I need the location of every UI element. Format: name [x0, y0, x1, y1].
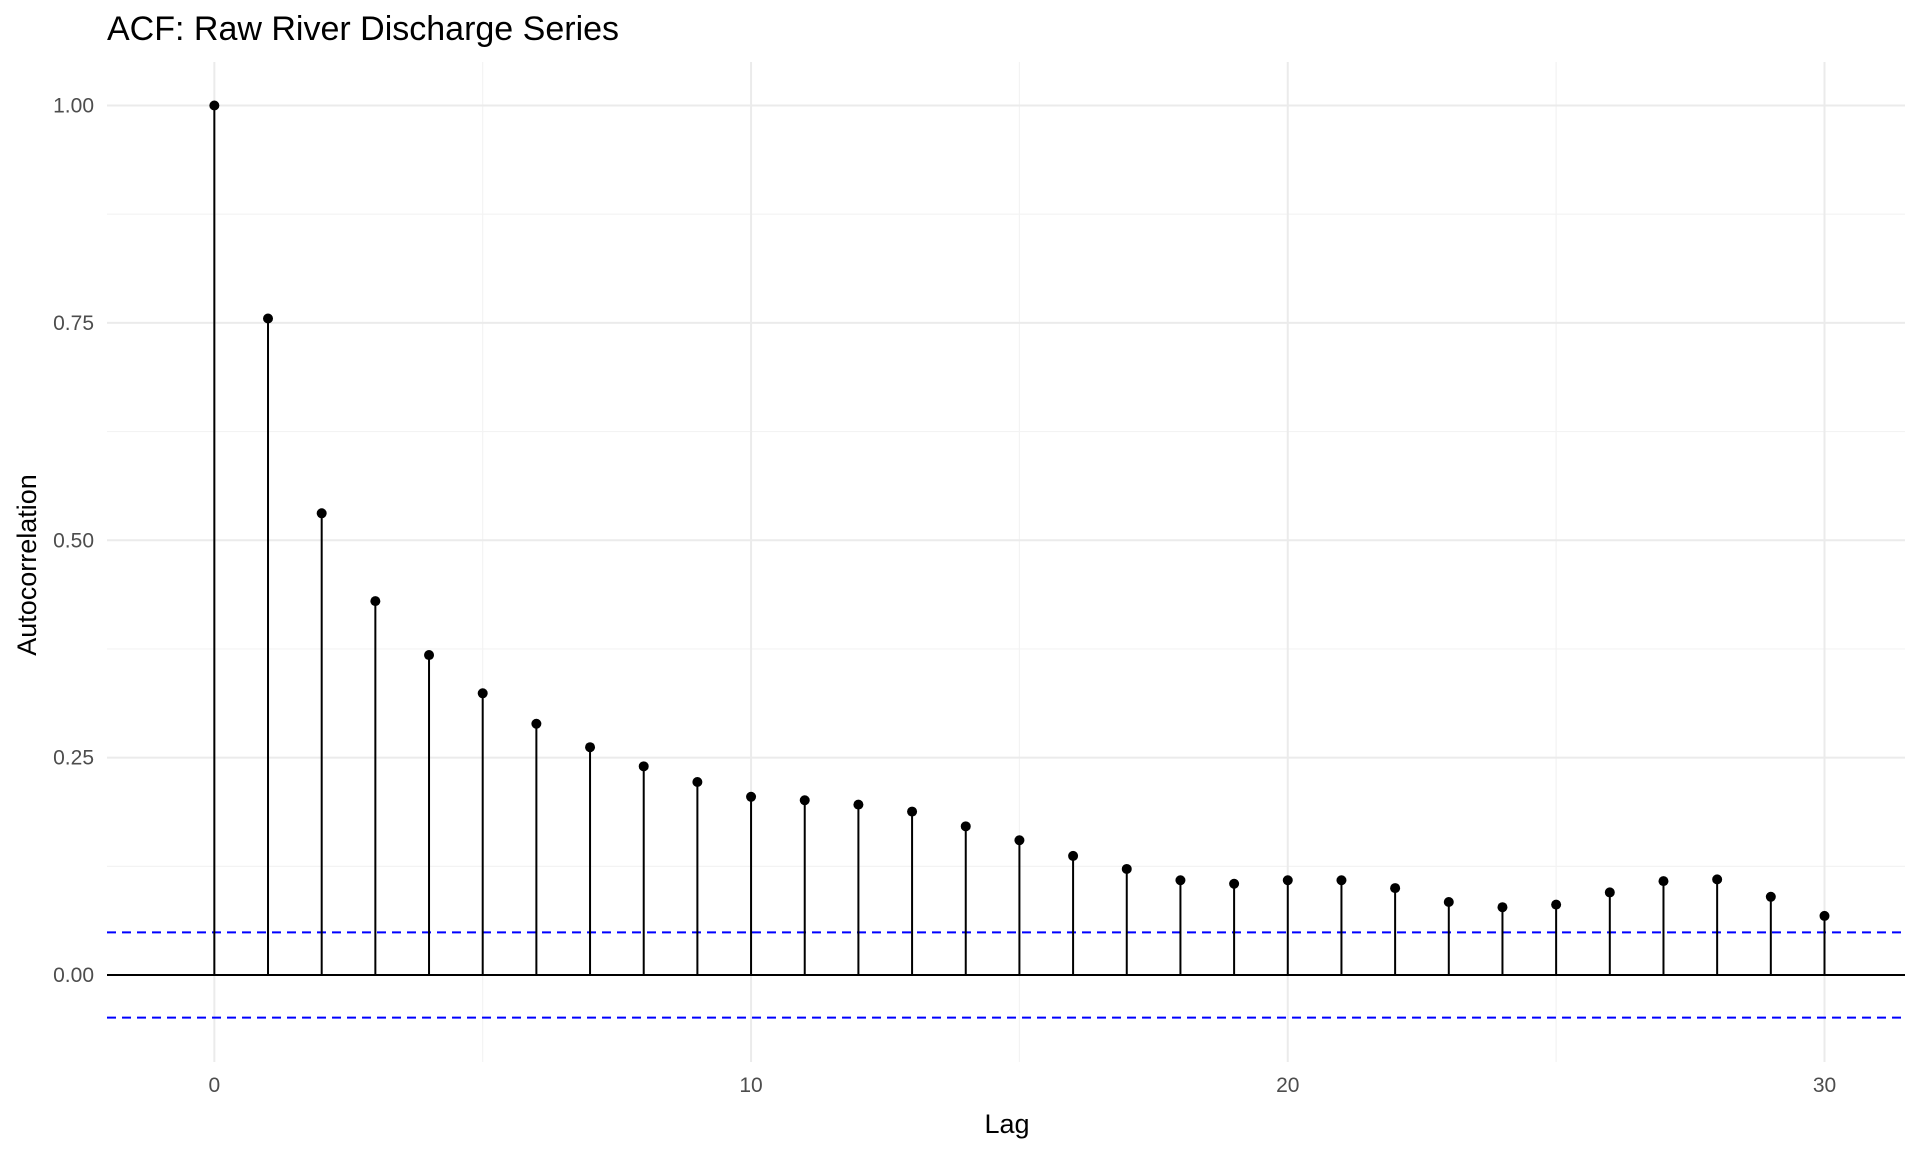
y-tick-label: 1.00	[53, 94, 94, 117]
y-axis-title: Autocorrelation	[12, 474, 42, 656]
acf-point-lag-21	[1336, 875, 1347, 886]
minor-gridlines	[107, 62, 1905, 1062]
acf-stems	[213, 105, 1826, 976]
acf-point-lag-12	[853, 799, 864, 810]
acf-point-lag-5	[477, 688, 488, 699]
major-gridlines	[107, 62, 1905, 1062]
acf-point-lag-17	[1121, 863, 1132, 874]
acf-point-lag-8	[638, 761, 649, 772]
acf-point-lag-20	[1282, 875, 1293, 886]
acf-point-lag-16	[1068, 850, 1079, 861]
acf-point-lag-28	[1712, 874, 1723, 885]
y-tick-labels: 0.00 0.25 0.50 0.75 1.00	[53, 94, 94, 987]
y-tick-label: 0.00	[53, 964, 94, 987]
acf-point-lag-24	[1497, 902, 1508, 913]
chart-title: ACF: Raw River Discharge Series	[107, 10, 619, 48]
acf-point-lag-3	[370, 596, 381, 607]
acf-points	[209, 100, 1830, 921]
y-tick-label: 0.75	[53, 312, 94, 335]
x-tick-label: 20	[1276, 1074, 1299, 1097]
x-axis-title: Lag	[984, 1109, 1029, 1139]
acf-point-lag-25	[1551, 899, 1562, 910]
acf-point-lag-23	[1443, 897, 1454, 907]
acf-point-lag-9	[692, 777, 703, 787]
acf-point-lag-29	[1765, 891, 1776, 902]
y-tick-label: 0.25	[53, 747, 94, 770]
acf-point-lag-6	[531, 718, 542, 729]
acf-point-lag-14	[960, 821, 971, 832]
acf-point-lag-18	[1175, 875, 1186, 886]
acf-point-lag-22	[1390, 883, 1401, 894]
acf-point-lag-4	[424, 650, 435, 661]
acf-point-lag-26	[1604, 887, 1615, 898]
x-tick-label: 0	[208, 1074, 220, 1097]
acf-point-lag-2	[316, 508, 327, 519]
x-tick-labels: 0 10 20 30	[208, 1074, 1836, 1097]
acf-point-lag-11	[799, 795, 810, 806]
y-tick-label: 0.50	[53, 529, 94, 552]
acf-point-lag-13	[907, 806, 918, 817]
acf-point-lag-27	[1658, 876, 1669, 887]
acf-point-lag-10	[746, 791, 757, 802]
acf-point-lag-1	[263, 313, 274, 324]
x-tick-label: 10	[739, 1074, 762, 1097]
acf-point-lag-19	[1229, 878, 1240, 889]
acf-point-lag-0	[209, 100, 220, 111]
acf-point-lag-7	[585, 742, 596, 753]
acf-point-lag-30	[1819, 910, 1830, 921]
acf-point-lag-15	[1014, 835, 1025, 846]
x-tick-label: 30	[1813, 1074, 1836, 1097]
